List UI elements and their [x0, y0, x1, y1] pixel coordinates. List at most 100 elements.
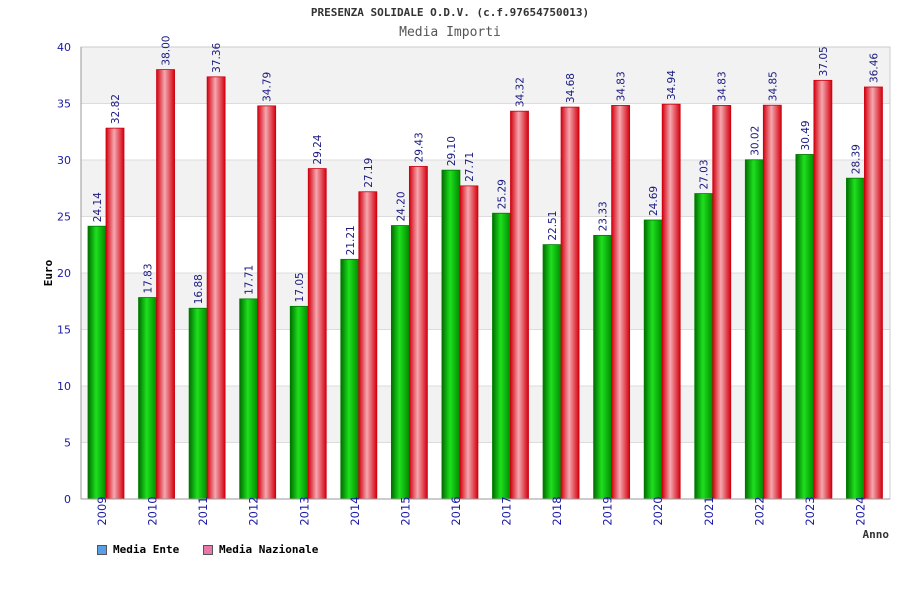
bar-media-ente — [239, 298, 259, 500]
x-tick-label: 2016 — [449, 496, 463, 525]
bar-media-ente — [87, 225, 107, 500]
data-label: 28.39 — [850, 144, 862, 174]
bar-media-ente — [492, 212, 511, 500]
x-tick-label: 2021 — [702, 496, 716, 525]
bar-media-ente — [340, 258, 360, 500]
x-tick-label: 2010 — [146, 496, 160, 525]
bar-media-ente — [593, 234, 613, 500]
bar-media-ente — [744, 159, 764, 500]
bar-media-nazionale — [864, 86, 883, 500]
data-label: 24.14 — [92, 192, 104, 222]
data-label: 23.33 — [598, 201, 610, 231]
data-label: 27.19 — [363, 158, 375, 188]
x-tick-label: 2018 — [550, 496, 564, 525]
data-label: 34.68 — [565, 73, 577, 103]
data-labels: 24.14 32.82 17.83 38.00 16.88 37.36 17.71 34.79… — [92, 36, 880, 305]
bar-media-ente — [188, 307, 208, 500]
data-label: 38.00 — [161, 36, 173, 66]
data-label: 21.21 — [345, 225, 357, 255]
bar-media-ente — [542, 244, 562, 500]
data-label: 17.83 — [143, 263, 155, 293]
bar-media-nazionale — [459, 185, 479, 500]
data-label: 24.20 — [395, 191, 407, 221]
bar-media-ente — [795, 154, 815, 500]
legend-item-ente: Media Ente — [97, 543, 179, 556]
data-label: 22.51 — [547, 211, 559, 241]
data-label: 34.83 — [616, 71, 628, 101]
y-tick-label: 35 — [57, 98, 71, 111]
bar-media-ente — [643, 219, 663, 500]
y-tick-label: 30 — [57, 154, 71, 167]
x-tick-label: 2017 — [500, 496, 514, 525]
data-label: 34.83 — [717, 71, 729, 101]
data-label: 34.94 — [666, 70, 678, 100]
axes: 0 5 10 15 20 25 30 35 40 Euro Anno 2009 2010 2011 2012… — [42, 41, 891, 541]
legend-item-nazionale: Media Nazionale — [203, 543, 318, 556]
data-label: 16.88 — [193, 274, 205, 304]
y-tick-label: 5 — [64, 437, 71, 450]
y-tick-label: 20 — [57, 267, 71, 280]
bar-media-nazionale — [206, 76, 226, 500]
bar-media-ente — [846, 177, 865, 500]
data-label: 29.43 — [413, 132, 425, 162]
data-label: 34.32 — [515, 77, 527, 107]
data-label: 36.46 — [868, 53, 880, 83]
data-label: 34.85 — [767, 71, 779, 101]
y-tick-label: 15 — [57, 324, 71, 337]
legend-swatch-ente — [97, 544, 107, 555]
y-axis-label: Euro — [42, 259, 55, 286]
x-tick-label: 2019 — [601, 496, 615, 525]
data-label: 17.71 — [244, 265, 256, 295]
x-axis-label: Anno — [863, 528, 890, 541]
x-tick-label: 2024 — [853, 496, 867, 525]
x-tick-label: 2022 — [752, 496, 766, 525]
bar-media-nazionale — [762, 104, 782, 500]
x-tick-label: 2011 — [196, 496, 210, 525]
bar-media-nazionale — [611, 105, 631, 500]
data-label: 27.71 — [464, 152, 476, 182]
x-tick-label: 2013 — [297, 496, 311, 525]
data-label: 17.05 — [294, 272, 306, 302]
data-label: 29.10 — [446, 136, 458, 166]
data-label: 24.69 — [648, 186, 660, 216]
bar-media-nazionale — [510, 110, 529, 500]
bar-media-nazionale — [105, 127, 125, 500]
data-label: 29.24 — [312, 134, 324, 164]
data-label: 32.82 — [110, 94, 122, 124]
x-tick-label: 2009 — [95, 496, 109, 525]
bar-media-nazionale — [408, 166, 428, 500]
data-label: 34.79 — [262, 72, 274, 102]
data-label: 37.36 — [211, 42, 223, 72]
bar-media-ente — [390, 225, 410, 500]
x-tick-label: 2015 — [398, 496, 412, 525]
data-label: 37.05 — [818, 46, 830, 76]
bar-media-ente — [289, 305, 309, 500]
bar-media-nazionale — [661, 103, 681, 500]
data-label: 30.02 — [749, 126, 761, 156]
bar-media-nazionale — [560, 106, 580, 500]
legend-label-ente: Media Ente — [113, 543, 180, 556]
legend-label-nazionale: Media Nazionale — [219, 543, 319, 556]
bar-media-nazionale — [813, 79, 833, 500]
legend-swatch-nazionale — [203, 544, 213, 555]
x-tick-label: 2014 — [348, 496, 362, 525]
bar-media-ente — [694, 193, 714, 500]
bar-media-nazionale — [307, 168, 327, 500]
bar-media-ente — [138, 297, 157, 500]
bar-media-nazionale — [156, 69, 175, 500]
chart-title: PRESENZA SOLIDALE O.D.V. (c.f.9765475001… — [310, 6, 590, 19]
bar-media-nazionale — [358, 191, 378, 500]
chart-subtitle: Media Importi — [399, 25, 501, 40]
y-tick-label: 0 — [64, 493, 71, 506]
data-label: 27.03 — [699, 159, 711, 189]
bar-media-nazionale — [257, 105, 277, 500]
x-tick-label: 2023 — [803, 496, 817, 525]
y-tick-label: 10 — [57, 380, 71, 393]
data-label: 30.49 — [800, 120, 812, 150]
y-tick-label: 25 — [57, 211, 71, 224]
bar-media-nazionale — [712, 105, 732, 500]
x-tick-label: 2020 — [651, 496, 665, 525]
bar-media-ente — [441, 169, 461, 500]
y-tick-label: 40 — [57, 41, 71, 54]
